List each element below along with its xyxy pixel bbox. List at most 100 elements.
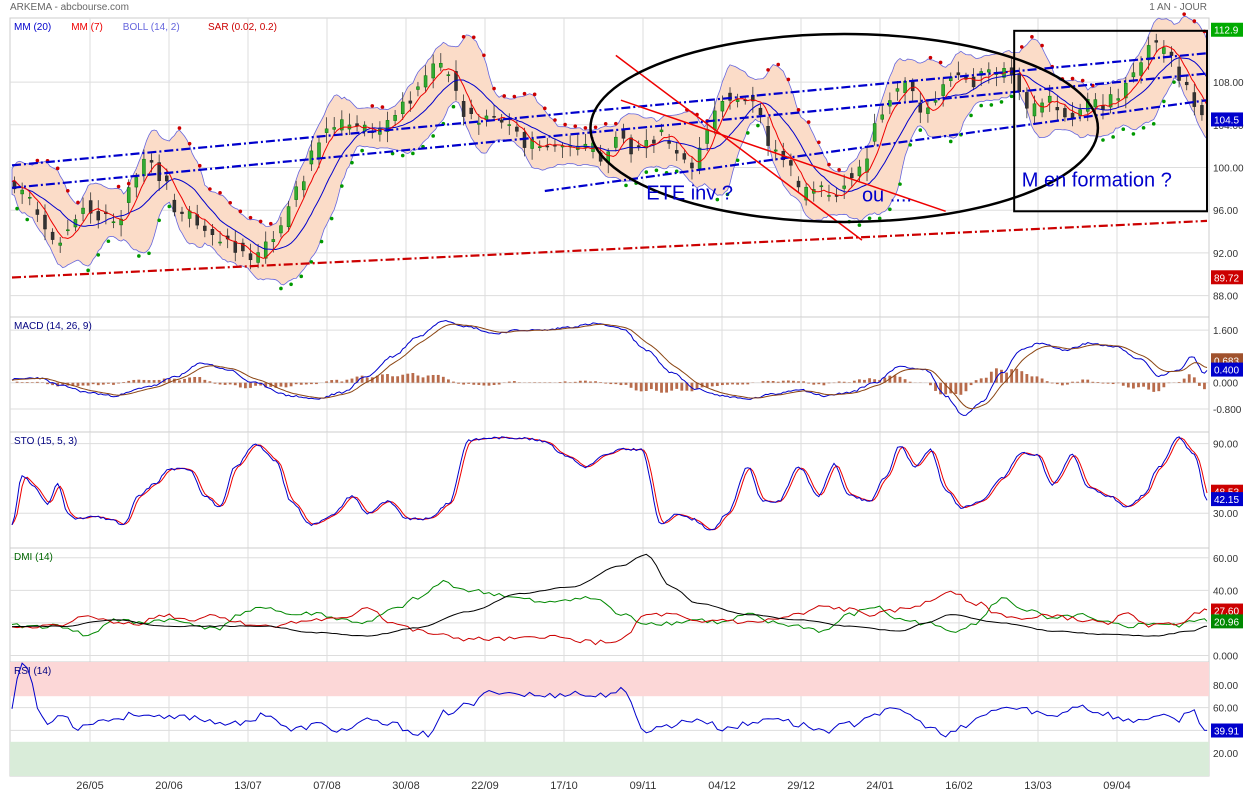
sto-y-tick-label: 30.00 xyxy=(1213,509,1238,520)
candle-body xyxy=(431,63,435,79)
macd-histogram-bar xyxy=(289,382,293,387)
candle-body xyxy=(614,136,618,148)
candle-body xyxy=(218,241,222,244)
macd-histogram-bar xyxy=(629,382,633,388)
macd-histogram-bar xyxy=(989,371,993,383)
candle-body xyxy=(180,211,184,214)
macd-histogram-bar xyxy=(421,377,425,383)
macd-histogram-bar xyxy=(954,382,958,394)
sar-dot xyxy=(543,106,547,111)
macd-histogram-bar xyxy=(766,380,770,383)
sto-y-tick-label: 90.00 xyxy=(1213,440,1238,451)
candle-body xyxy=(910,81,915,92)
sar-dot xyxy=(492,86,496,91)
macd-histogram-bar xyxy=(680,382,684,391)
dmi-value-label-box xyxy=(1211,603,1243,618)
candle-body xyxy=(1192,92,1197,107)
macd-signal-line xyxy=(11,323,1208,410)
macd-histogram-bar xyxy=(441,376,445,383)
macd-histogram-bar xyxy=(15,381,19,383)
macd-histogram-bar xyxy=(167,378,171,383)
sar-dot xyxy=(948,139,953,144)
macd-histogram-bar xyxy=(827,382,831,384)
macd-histogram-bar xyxy=(852,380,856,383)
macd-histogram-bar xyxy=(868,378,871,383)
sar-dot xyxy=(888,207,892,212)
candle-body xyxy=(667,140,671,144)
price-y-tick-label: 108.00 xyxy=(1213,78,1244,89)
x-tick-label: 17/10 xyxy=(550,780,578,792)
macd-histogram-bar xyxy=(406,373,410,383)
macd-histogram-bar xyxy=(1040,378,1044,383)
candle-body xyxy=(1200,105,1204,116)
macd-histogram-bar xyxy=(939,382,942,395)
candle-body xyxy=(507,124,512,126)
candle-body xyxy=(880,114,884,120)
macd-histogram-bar xyxy=(274,382,278,388)
macd-histogram-bar xyxy=(345,379,349,383)
sar-dot xyxy=(137,254,141,258)
macd-histogram-bar xyxy=(401,374,405,383)
sar-dot xyxy=(735,158,740,163)
period-label[interactable]: 1 AN - JOUR xyxy=(1149,2,1207,13)
macd-histogram-bar xyxy=(1121,382,1125,386)
macd-histogram-bar xyxy=(974,380,978,383)
candle-body xyxy=(324,128,329,133)
candle-body xyxy=(1032,103,1037,117)
macd-value-label: 0.400 xyxy=(1214,366,1239,377)
candle-body xyxy=(918,102,923,113)
x-tick-label: 04/12 xyxy=(708,780,736,792)
candle-body xyxy=(149,160,154,163)
candle-body xyxy=(20,189,24,195)
candle-body xyxy=(165,175,169,182)
macd-histogram-bar xyxy=(771,381,775,383)
dmi-panel-frame xyxy=(9,547,1210,663)
macd-histogram-bar xyxy=(46,382,49,385)
rsi-oversold-zone xyxy=(10,741,1209,776)
macd-histogram-bar xyxy=(152,380,156,383)
macd-histogram-bar xyxy=(934,382,937,391)
sar-dot xyxy=(999,100,1004,104)
macd-histogram-bar xyxy=(198,377,202,383)
macd-histogram-bar xyxy=(30,382,34,383)
sar-dot xyxy=(411,151,415,156)
sar-dot xyxy=(532,92,537,97)
macd-y-tick-label: -0.800 xyxy=(1213,405,1242,416)
sar-dot xyxy=(380,105,385,109)
macd-histogram-bar xyxy=(188,377,192,383)
candle-body xyxy=(1139,62,1143,76)
macd-histogram-bar xyxy=(1010,369,1014,383)
x-tick-label: 13/03 xyxy=(1024,780,1052,792)
candle-body xyxy=(515,126,519,132)
sto-value-label-box xyxy=(1211,492,1243,507)
macd-histogram-bar xyxy=(381,374,384,383)
macd-histogram-bar xyxy=(812,382,816,385)
macd-histogram-bar xyxy=(1086,379,1090,383)
macd-histogram-bar xyxy=(61,382,65,385)
macd-histogram-bar xyxy=(1126,382,1130,388)
price-value-label-box xyxy=(1211,112,1243,127)
macd-histogram-bar xyxy=(446,379,450,383)
macd-histogram-bar xyxy=(624,382,628,385)
x-tick-label: 24/01 xyxy=(866,780,894,792)
sar-dot xyxy=(431,134,435,138)
macd-histogram-bar xyxy=(315,382,318,385)
candle-body xyxy=(1078,109,1082,117)
candle-body xyxy=(423,75,428,88)
sar-dot xyxy=(725,192,730,197)
macd-histogram-bar xyxy=(822,382,826,386)
candle-body xyxy=(66,229,70,232)
macd-histogram-bar xyxy=(249,382,252,388)
sar-dot xyxy=(908,143,912,147)
macd-histogram-bar xyxy=(842,381,846,383)
macd-histogram-bar xyxy=(91,382,95,385)
candle-body xyxy=(674,150,679,154)
candle-body xyxy=(1146,45,1151,61)
macd-histogram-bar xyxy=(1015,368,1019,383)
macd-value-label-box xyxy=(1211,362,1243,377)
macd-histogram-bar xyxy=(330,380,334,383)
candle-body xyxy=(88,200,93,214)
candle-body xyxy=(636,145,641,147)
sar-dot xyxy=(187,141,192,146)
macd-histogram-bar xyxy=(386,374,389,383)
